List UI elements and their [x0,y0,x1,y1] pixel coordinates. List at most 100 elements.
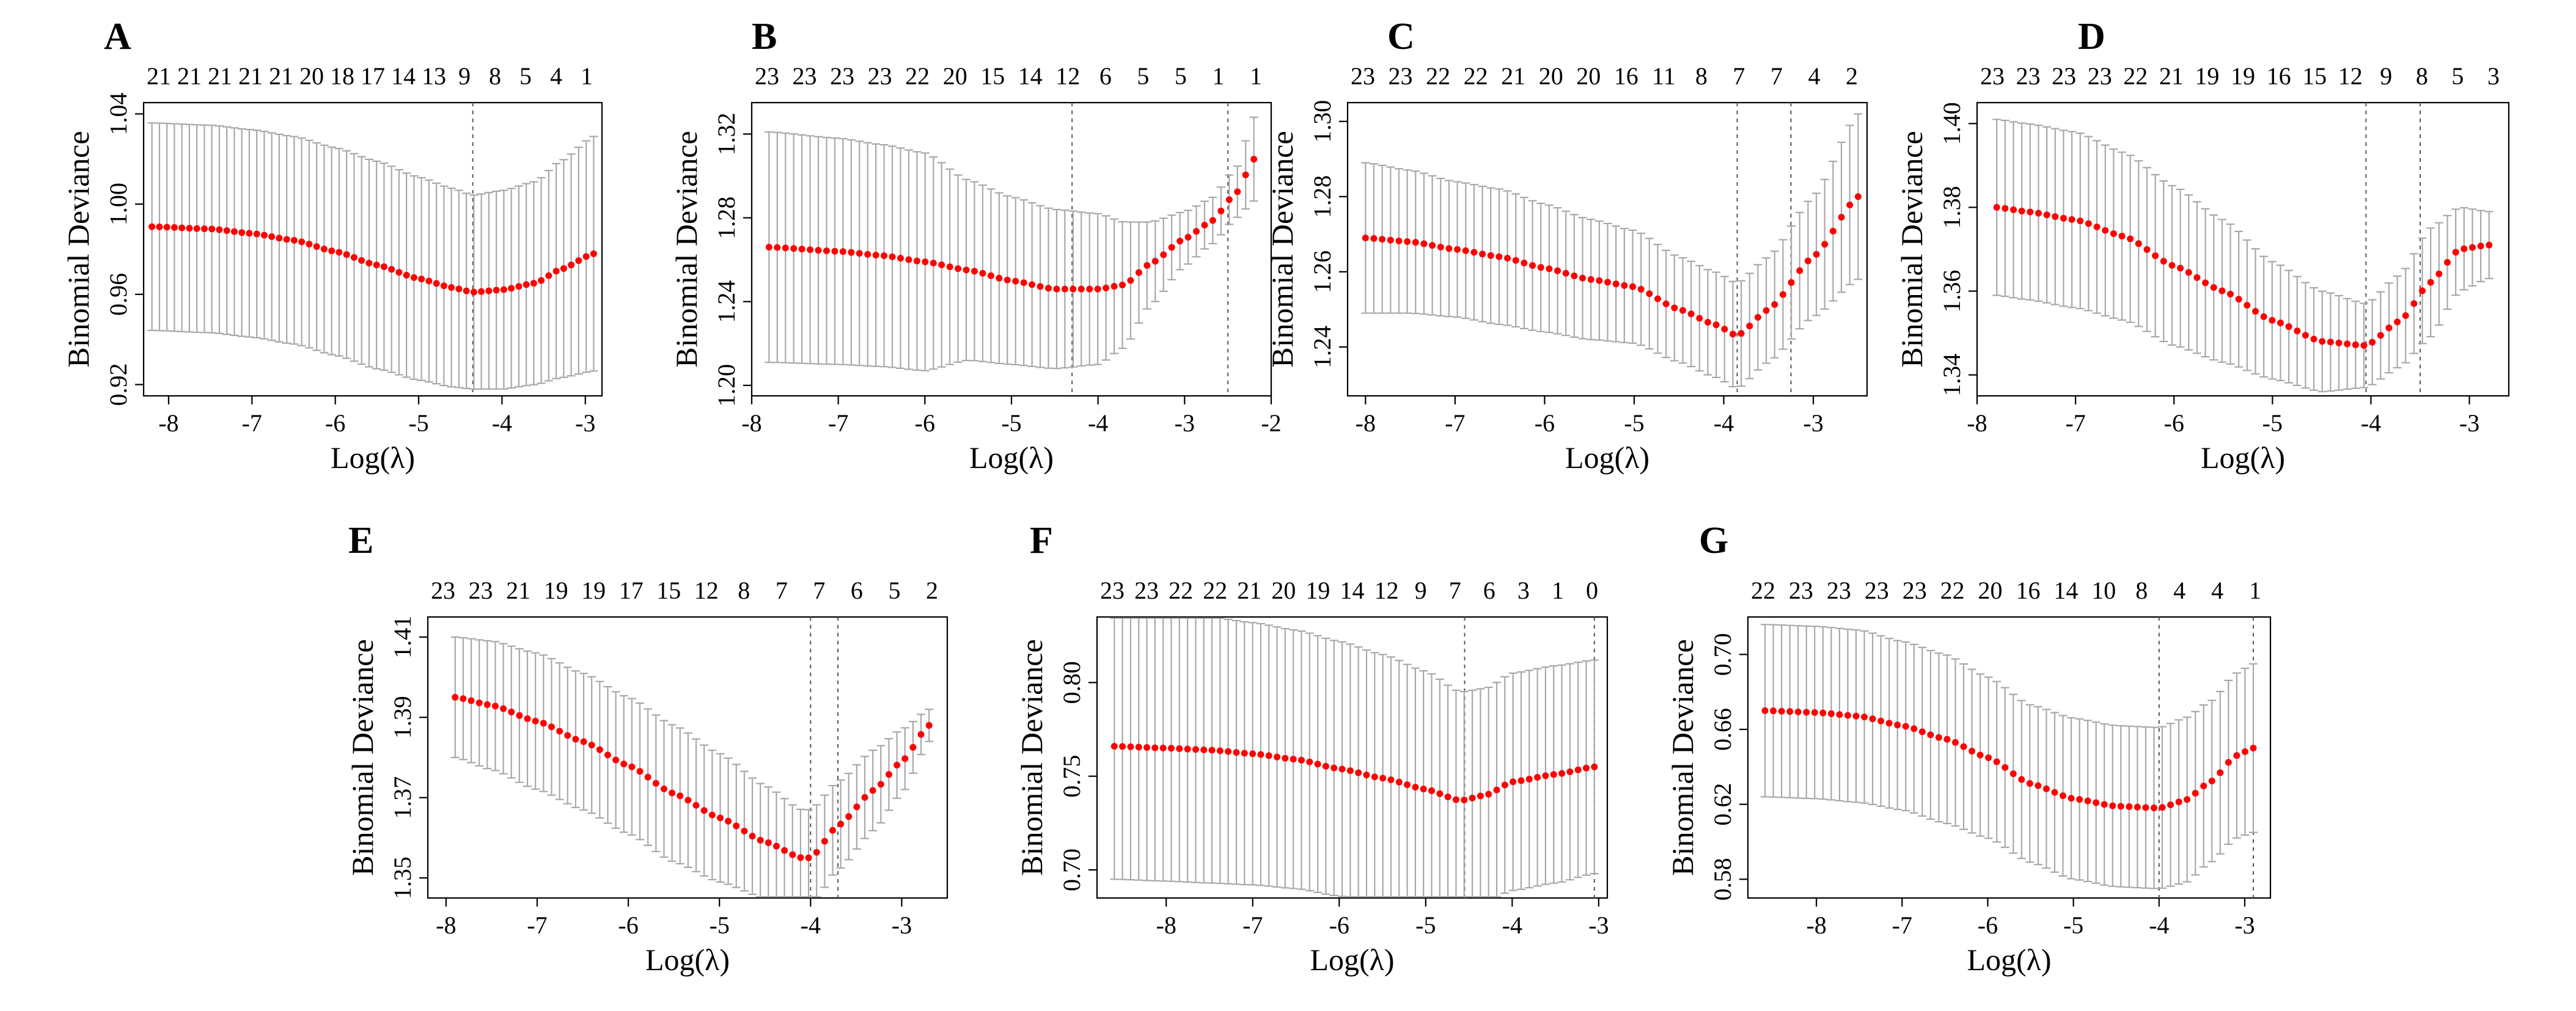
nonzero-count-label: 9 [1415,577,1427,604]
y-tick-label: 1.38 [1938,186,1965,228]
deviance-point [1885,720,1893,727]
deviance-point [580,738,587,745]
deviance-point [2200,783,2207,790]
deviance-point [493,287,500,294]
deviance-point [1687,310,1695,318]
deviance-point [1927,731,1934,739]
x-tick-label: -2 [1261,409,1281,437]
deviance-point [837,820,845,828]
deviance-point [2043,211,2050,219]
deviance-point [2060,214,2067,222]
plot-frame [1096,616,1609,899]
deviance-point [781,847,788,854]
deviance-point [1985,754,1992,761]
deviance-point [2435,270,2443,277]
deviance-point [433,280,440,287]
x-tick-label: -5 [2262,409,2283,437]
nonzero-count-label: 16 [2267,62,2291,90]
deviance-point [403,271,410,279]
deviance-point [1754,314,1761,321]
nonzero-count-label: 5 [1137,62,1149,90]
deviance-point [2285,323,2292,330]
deviance-point [1216,747,1224,754]
deviance-point [797,854,804,861]
y-axis-label: Binomial Deviance [61,131,95,367]
y-tick-label: 1.39 [389,696,416,739]
panel-E: E -8 -7 -6 -5 -4 -3 1.35 1.37 1.39 1.41 23 23 21 19 19 1… [345,520,949,977]
panel-letter: A [104,16,131,57]
deviance-point [2167,801,2174,808]
deviance-point [2177,265,2184,272]
nonzero-count-label: 15 [980,62,1005,90]
deviance-point [1257,751,1264,758]
deviance-point [1012,277,1019,285]
deviance-point [901,755,909,762]
x-tick-label: -7 [1892,911,1912,939]
nonzero-count-label: 8 [1695,62,1708,90]
y-tick-label: 1.00 [105,183,132,225]
deviance-point [930,260,937,267]
nonzero-count-label: 23 [1134,577,1159,604]
deviance-point [2093,799,2100,806]
y-axis-label: Binomial Deviance [1015,639,1049,875]
deviance-point [2009,770,2017,778]
x-tick-label: -3 [1175,409,1195,437]
deviance-point [1143,744,1151,751]
deviance-point [790,245,798,252]
deviance-point [1420,240,1428,247]
deviance-point [1077,285,1085,293]
deviance-point [1976,751,1984,759]
deviance-point [1844,712,1851,719]
deviance-point [590,250,597,257]
nonzero-count-label: 8 [738,577,750,604]
nonzero-count-label: 20 [1271,577,1296,604]
deviance-point [508,709,515,716]
deviance-point [798,246,805,253]
deviance-point [283,236,290,243]
deviance-point [2084,797,2091,805]
deviance-point [470,288,477,296]
deviance-point [2352,341,2359,348]
deviance-point [1274,753,1281,761]
panel-letter: C [1387,16,1415,57]
nonzero-count-label: 23 [868,62,892,90]
deviance-point [572,735,579,743]
x-tick-label: -8 [158,409,178,437]
nonzero-count-label: 7 [1771,62,1783,90]
deviance-point [1176,745,1183,752]
nonzero-count-label: 5 [1175,62,1187,90]
nonzero-count-label: 23 [1903,577,1927,604]
plot-frame [1747,616,2272,899]
nonzero-count-label: 23 [469,577,493,604]
deviance-point [200,225,208,233]
deviance-point [1110,283,1118,290]
deviance-point [913,257,920,265]
deviance-point [628,763,636,770]
deviance-point [1596,277,1603,284]
deviance-point [1960,743,1967,750]
deviance-point [193,225,200,232]
x-axis-label: Log(λ) [2201,440,2285,475]
deviance-point [1811,709,1818,716]
deviance-point [1654,295,1661,302]
deviance-point [1591,763,1598,770]
panel-letter: F [1030,520,1053,561]
deviance-point [1429,242,1436,249]
deviance-point [1151,258,1159,265]
nonzero-count-label: 23 [431,577,455,604]
deviance-point [725,817,732,825]
deviance-point [478,288,485,295]
deviance-point [1529,262,1536,269]
nonzero-count-label: 8 [2416,62,2428,90]
x-tick-label: -4 [801,911,821,939]
plot-frame [1346,101,1868,397]
deviance-point [358,257,365,264]
nonzero-count-label: 21 [2159,62,2184,90]
x-tick-label: -8 [436,911,456,939]
deviance-point [223,227,230,235]
deviance-point [839,248,846,255]
deviance-point [1209,217,1216,224]
deviance-point [2277,319,2284,327]
nonzero-count-label: 21 [147,62,171,90]
deviance-point [2142,804,2149,811]
